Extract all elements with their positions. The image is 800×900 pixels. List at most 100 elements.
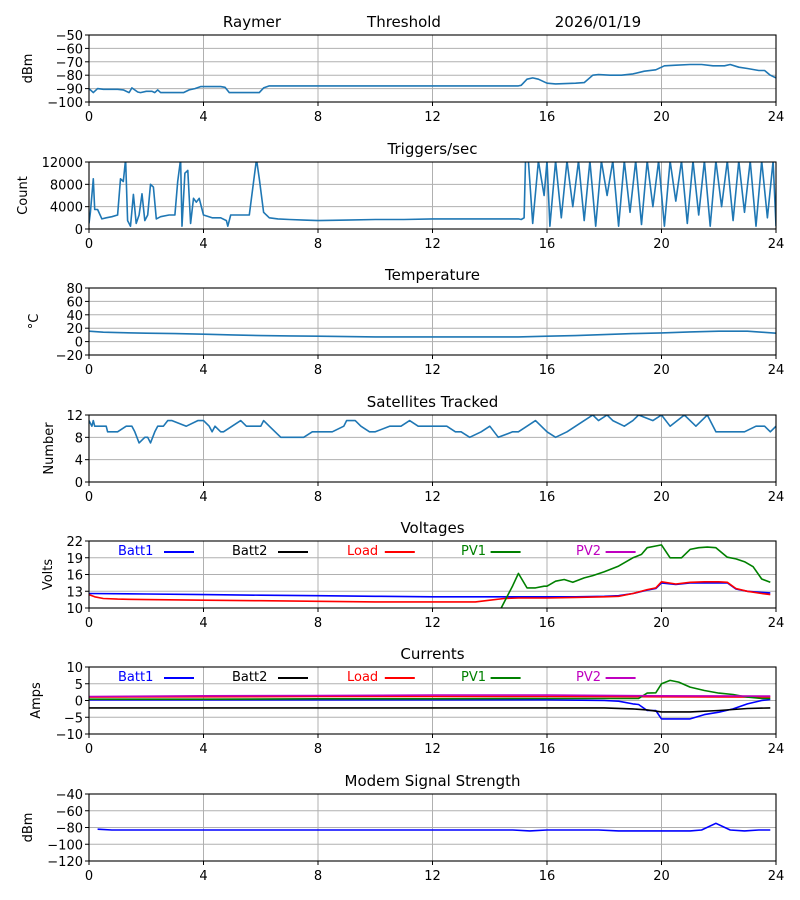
x-tick-label: 20 — [653, 616, 670, 631]
y-tick-label: −60 — [56, 805, 83, 820]
y-tick-label: −120 — [47, 855, 83, 870]
x-tick-label: 0 — [85, 237, 93, 252]
legend-label-pv1: PV1 — [461, 544, 486, 559]
x-tick-label: 24 — [768, 490, 785, 505]
y-tick-label: −5 — [64, 711, 83, 726]
x-tick-label: 12 — [424, 363, 441, 378]
x-tick-label: 8 — [314, 110, 322, 125]
y-axis-label: Count — [16, 176, 31, 215]
legend-label-load: Load — [347, 544, 378, 559]
header-date: 2026/01/19 — [555, 13, 641, 31]
panel-modem: 0 4 8 12 16 20 24 −120 −100−80 −60 −40 Modem Signal… — [21, 772, 784, 884]
x-tick-label: 20 — [653, 363, 670, 378]
x-tick-label: 24 — [768, 363, 785, 378]
x-tick-label: 20 — [653, 869, 670, 884]
x-tick-label: 4 — [199, 110, 207, 125]
y-axis-label: dBm — [21, 813, 36, 843]
x-tick-label: 24 — [768, 869, 785, 884]
series-temperature-line — [89, 330, 776, 338]
x-tick-label: 4 — [199, 616, 207, 631]
y-tick-label: 10 — [66, 661, 83, 676]
legend-label-batt2: Batt2 — [232, 544, 267, 559]
x-tick-label: 12 — [424, 742, 441, 757]
y-tick-label: 16 — [66, 569, 83, 584]
y-tick-label: −80 — [56, 822, 83, 837]
y-tick-label: 4 — [75, 454, 83, 469]
header-mode: Threshold — [366, 13, 441, 31]
y-tick-label: 0 — [75, 476, 83, 491]
series-batt1-line — [89, 698, 771, 720]
panel-title: Voltages — [400, 519, 464, 537]
x-tick-label: 4 — [199, 363, 207, 378]
y-tick-label: 12000 — [42, 156, 83, 171]
x-tick-label: 8 — [314, 237, 322, 252]
x-tick-label: 8 — [314, 742, 322, 757]
y-tick-label: 40 — [66, 309, 83, 324]
legend-label-batt1: Batt1 — [118, 670, 153, 685]
legend-label-pv2: PV2 — [576, 670, 601, 685]
panel-title: Satellites Tracked — [367, 393, 498, 411]
x-tick-label: 12 — [424, 616, 441, 631]
panel-title: Triggers/sec — [387, 140, 478, 158]
y-tick-label: −40 — [56, 788, 83, 803]
series-pv1-line — [89, 679, 771, 700]
panel-triggers: 0 4 8 12 16 20 24 0 4000 8000 12000 Triggers/sec Cou… — [16, 140, 784, 252]
x-tick-label: 12 — [424, 237, 441, 252]
y-tick-label: 8 — [75, 431, 83, 446]
x-tick-label: 24 — [768, 616, 785, 631]
y-tick-label: 12 — [66, 409, 83, 424]
x-tick-label: 16 — [539, 237, 556, 252]
x-tick-label: 0 — [85, 490, 93, 505]
y-axis-label: dBm — [21, 54, 36, 84]
x-tick-label: 0 — [85, 363, 93, 378]
y-tick-label: 8000 — [50, 178, 83, 193]
legend-label-pv1: PV1 — [461, 670, 486, 685]
x-tick-label: 8 — [314, 616, 322, 631]
y-tick-label: −10 — [56, 728, 83, 743]
x-tick-label: 8 — [314, 363, 322, 378]
y-tick-label: 80 — [66, 282, 83, 297]
header-station: Raymer — [223, 13, 282, 31]
series-modem-line — [97, 822, 771, 832]
x-tick-label: 8 — [314, 490, 322, 505]
series-batt2-line — [89, 707, 771, 713]
y-tick-label: 19 — [66, 552, 83, 567]
x-tick-label: 12 — [424, 869, 441, 884]
series-load-line — [89, 695, 771, 698]
y-tick-label: −60 — [56, 42, 83, 57]
x-tick-label: 12 — [424, 490, 441, 505]
y-tick-label: 22 — [66, 535, 83, 550]
y-tick-label: 10 — [66, 602, 83, 617]
x-tick-label: 12 — [424, 110, 441, 125]
y-axis-label: Amps — [29, 682, 44, 719]
y-tick-label: −100 — [47, 838, 83, 853]
legend-label-pv2: PV2 — [576, 544, 601, 559]
x-tick-label: 0 — [85, 110, 93, 125]
x-tick-label: 16 — [539, 616, 556, 631]
panel-title: Temperature — [384, 266, 480, 284]
x-tick-label: 24 — [768, 237, 785, 252]
panel-satellites: 0 4 8 12 16 20 24 0 4 8 12 Satellites Tracked Number — [42, 393, 784, 505]
y-axis-label: Number — [42, 422, 57, 475]
panel-title: Currents — [400, 645, 464, 663]
series-threshold-line — [89, 63, 776, 94]
x-tick-label: 4 — [199, 742, 207, 757]
x-tick-label: 0 — [85, 742, 93, 757]
series-pv1-line — [500, 544, 771, 608]
y-tick-label: 20 — [66, 322, 83, 337]
series-load-line — [89, 581, 771, 603]
x-tick-label: 20 — [653, 237, 670, 252]
x-tick-label: 24 — [768, 742, 785, 757]
legend-label-batt2: Batt2 — [232, 670, 267, 685]
series-pv2-line — [89, 694, 771, 698]
panel-title: Modem Signal Strength — [345, 772, 521, 790]
legend-label-load: Load — [347, 670, 378, 685]
y-tick-label: −100 — [47, 96, 83, 111]
y-tick-label: 0 — [75, 695, 83, 710]
y-tick-label: −20 — [56, 349, 83, 364]
y-tick-label: −50 — [56, 29, 83, 44]
y-tick-label: −90 — [56, 83, 83, 98]
